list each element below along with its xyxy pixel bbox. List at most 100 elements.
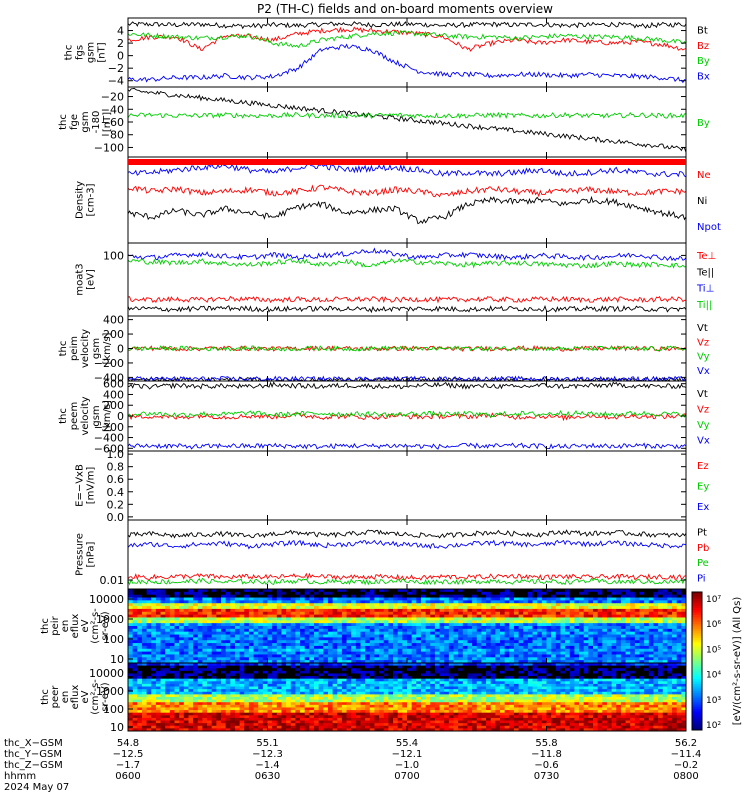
spectrogram-cell bbox=[295, 603, 301, 607]
spectrogram-cell bbox=[300, 660, 306, 664]
spectrogram-cell bbox=[318, 628, 324, 633]
spectrogram-cell bbox=[286, 606, 292, 610]
spectrogram-cell bbox=[416, 634, 422, 638]
spectrogram-cell bbox=[416, 614, 422, 618]
spectrogram-cell bbox=[476, 673, 482, 677]
spectrogram-cell bbox=[620, 645, 626, 650]
spectrogram-cell bbox=[230, 591, 236, 596]
spectrogram-cell bbox=[202, 694, 208, 698]
spectrogram-cell bbox=[337, 603, 343, 607]
spectrogram-cell bbox=[551, 694, 557, 698]
spectrogram-cell bbox=[555, 611, 561, 616]
series-line-Ti|| bbox=[127, 257, 687, 269]
spectrogram-cell bbox=[574, 608, 580, 613]
spectrogram-cell bbox=[304, 686, 310, 690]
spectrogram-cell bbox=[155, 606, 161, 610]
spectrogram-cell bbox=[239, 623, 245, 627]
spectrogram-cell bbox=[179, 660, 185, 664]
spectrogram-cell bbox=[267, 634, 273, 638]
spectrogram-cell bbox=[555, 678, 561, 682]
spectrogram-cell bbox=[234, 697, 240, 701]
spectrogram-cell bbox=[476, 678, 482, 682]
spectrogram-cell bbox=[402, 640, 408, 644]
spectrogram-cell bbox=[239, 594, 245, 598]
spectrogram-cell bbox=[137, 663, 143, 667]
spectrogram-cell bbox=[132, 663, 138, 667]
spectrogram-cell bbox=[630, 654, 636, 658]
spectrogram-cell bbox=[593, 668, 599, 672]
spectrogram-cell bbox=[658, 634, 664, 638]
spectrogram-cell bbox=[160, 678, 166, 682]
spectrogram-cell bbox=[318, 589, 324, 593]
spectrogram-cell bbox=[495, 617, 501, 621]
spectrogram-cell bbox=[593, 645, 599, 650]
spectrogram-cell bbox=[281, 681, 287, 685]
spectrogram-cell bbox=[221, 681, 227, 685]
spectrogram-cell bbox=[676, 623, 682, 627]
spectrogram-cell bbox=[351, 657, 357, 661]
spectrogram-cell bbox=[160, 660, 166, 664]
spectrogram-cell bbox=[593, 686, 599, 690]
spectrogram-cell bbox=[183, 606, 189, 610]
spectrogram-cell bbox=[183, 668, 189, 672]
spectrogram-cell bbox=[151, 589, 157, 593]
spectrogram-cell bbox=[593, 694, 599, 698]
spectrogram-cell bbox=[565, 694, 571, 698]
spectrogram-cell bbox=[630, 594, 636, 598]
spectrogram-cell bbox=[602, 617, 608, 621]
spectrogram-cell bbox=[644, 608, 650, 613]
spectrogram-cell bbox=[351, 676, 357, 680]
spectrogram-cell bbox=[574, 631, 580, 635]
spectrogram-cell bbox=[639, 589, 645, 593]
spectrogram-cell bbox=[230, 697, 236, 701]
spectrogram-cell bbox=[402, 634, 408, 638]
spectrogram-cell bbox=[434, 683, 440, 687]
spectrogram-cell bbox=[574, 620, 580, 624]
spectrogram-cell bbox=[565, 640, 571, 644]
spectrogram-cell bbox=[165, 648, 171, 653]
spectrogram-cell bbox=[504, 589, 510, 593]
spectrogram-cell bbox=[128, 694, 134, 698]
spectrogram-cell bbox=[202, 683, 208, 687]
spectrogram-cell bbox=[225, 589, 231, 593]
spectrogram-cell bbox=[606, 603, 612, 607]
spectrogram-cell bbox=[290, 694, 296, 698]
spectrogram-cell bbox=[676, 634, 682, 638]
spectrogram-cell bbox=[151, 686, 157, 690]
spectrogram-cell bbox=[658, 673, 664, 677]
y-axis-label: thc bbox=[58, 114, 69, 130]
spectrogram-cell bbox=[634, 670, 640, 674]
spectrogram-cell bbox=[439, 617, 445, 621]
spectrogram-cell bbox=[551, 681, 557, 685]
spectrogram-cell bbox=[337, 663, 343, 667]
spectrogram-cell bbox=[290, 678, 296, 682]
spectrogram-cell bbox=[634, 676, 640, 680]
spectrogram-cell bbox=[672, 600, 678, 604]
spectrogram-cell bbox=[341, 663, 347, 667]
spectrogram-cell bbox=[588, 686, 594, 690]
spectrogram-cell bbox=[416, 620, 422, 624]
spectrogram-cell bbox=[239, 645, 245, 650]
spectrogram-cell bbox=[541, 591, 547, 596]
spectrogram-cell bbox=[616, 691, 622, 695]
spectrogram-cell bbox=[146, 637, 152, 641]
spectrogram-cell bbox=[351, 686, 357, 690]
spectrogram-cell bbox=[369, 606, 375, 610]
spectrogram-cell bbox=[513, 686, 519, 690]
spectrogram-cell bbox=[430, 654, 436, 658]
spectrogram-cell bbox=[355, 670, 361, 674]
spectrogram-cell bbox=[662, 608, 668, 613]
spectrogram-cell bbox=[476, 676, 482, 680]
spectrogram-cell bbox=[174, 614, 180, 618]
spectrogram-cell bbox=[165, 597, 171, 601]
spectrogram-cell bbox=[420, 611, 426, 616]
spectrogram-cell bbox=[197, 620, 203, 624]
spectrogram-cell bbox=[332, 673, 338, 677]
spectrogram-cell bbox=[397, 628, 403, 633]
spectrogram-cell bbox=[407, 683, 413, 687]
spectrogram-cell bbox=[281, 665, 287, 669]
legend-By: By bbox=[697, 56, 710, 67]
spectrogram-cell bbox=[346, 634, 352, 638]
spectrogram-cell bbox=[393, 648, 399, 653]
spectrogram-cell bbox=[630, 611, 636, 616]
